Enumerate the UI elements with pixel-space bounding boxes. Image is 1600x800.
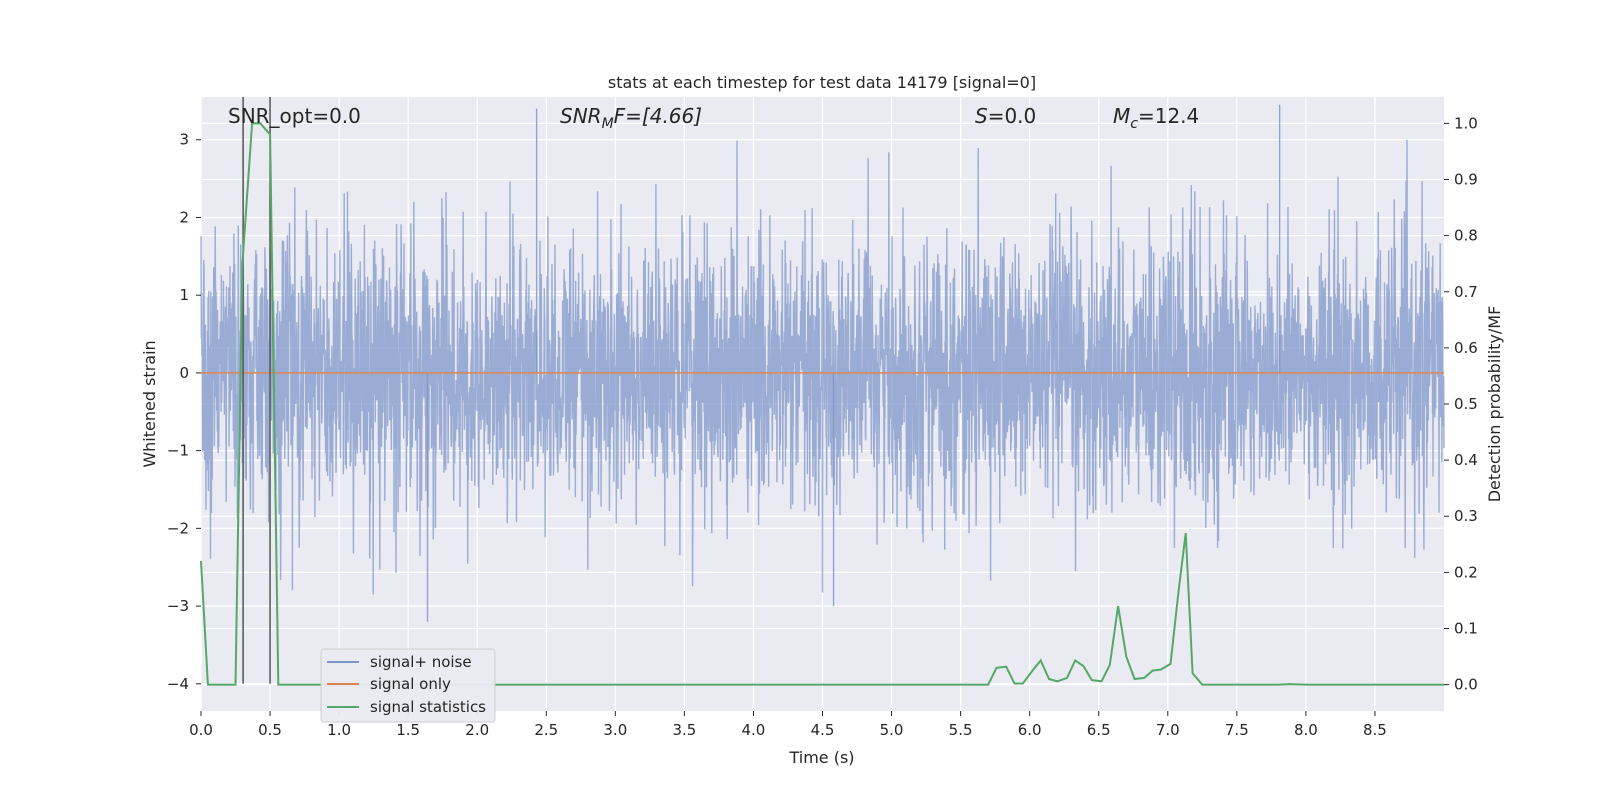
y-right-tick-label: 0.0 (1454, 676, 1478, 694)
y-left-axis-label: Whitened strain (140, 340, 159, 467)
signal-statistics-line (200, 122, 1444, 686)
x-tick-label: 4.5 (811, 721, 835, 739)
x-tick-label: 7.0 (1156, 721, 1180, 739)
y-left-tick-label: 3 (179, 131, 189, 149)
y-right-tick-label: 0.1 (1454, 619, 1478, 637)
y-left-tick-label: −1 (167, 442, 189, 460)
annotation-snr-opt: SNR_opt=0.0 (228, 104, 361, 128)
y-left-tick-label: −3 (167, 597, 189, 615)
legend-box (320, 648, 496, 723)
x-tick-label: 3.5 (672, 721, 696, 739)
y-left-tick-label: 1 (179, 286, 189, 304)
y-left-tick-label: −4 (167, 675, 189, 693)
y-left-tick-label: 0 (179, 364, 189, 382)
y-right-tick-label: 0.4 (1454, 451, 1478, 469)
x-tick-labels: 0.0 0.5 1.0 1.5 2.0 2.5 3.0 3.5 4.0 4.5 5.0 5.5 6.0 6… (189, 711, 1387, 739)
y-right-tick-label: 0.8 (1454, 227, 1478, 245)
x-tick-label: 1.5 (396, 721, 420, 739)
annotation-snr-mf: SNRMF=[4.66] (560, 104, 702, 132)
y-right-tick-label: 0.5 (1454, 395, 1478, 413)
legend-label-stats: signal statistics (370, 698, 486, 716)
x-tick-label: 0.5 (258, 721, 282, 739)
legend: signal+ noise signal only signal statist… (320, 648, 496, 723)
x-tick-label: 2.0 (465, 721, 489, 739)
x-tick-label: 3.0 (603, 721, 627, 739)
y-right-tick-label: 1.0 (1454, 114, 1478, 132)
annotation-mc: Mc=12.4 (1113, 104, 1199, 132)
x-tick-label: 7.5 (1225, 721, 1249, 739)
y-right-tick-label: 0.6 (1454, 339, 1478, 357)
annotation-s: S=0.0 (975, 104, 1036, 128)
chart-title: stats at each timestep for test data 141… (608, 73, 1036, 92)
x-tick-label: 6.0 (1018, 721, 1042, 739)
y-right-tick-label: 0.9 (1454, 171, 1478, 189)
x-tick-label: 2.5 (534, 721, 558, 739)
x-tick-label: 8.5 (1363, 721, 1387, 739)
legend-label-signal: signal only (370, 675, 451, 693)
x-tick-label: 0.0 (189, 721, 213, 739)
y-left-tick-label: 2 (179, 208, 189, 226)
x-tick-label: 1.0 (327, 721, 351, 739)
x-axis-label: Time (s) (788, 748, 854, 767)
x-tick-label: 4.0 (742, 721, 766, 739)
signal-noise-line (200, 139, 1445, 595)
legend-label-noise: signal+ noise (370, 653, 472, 671)
y-left-tick-labels: 3 2 1 0 −1 −2 −3 −4 (167, 131, 201, 693)
y-right-tick-label: 0.2 (1454, 563, 1478, 581)
y-left-tick-label: −2 (167, 519, 189, 537)
x-tick-label: 6.5 (1087, 721, 1111, 739)
y-right-tick-labels: 1.0 0.9 0.8 0.7 0.6 0.5 0.4 0.3 0.2 0.1 0.0 (1444, 114, 1478, 694)
x-tick-label: 5.5 (949, 721, 973, 739)
y-right-tick-label: 0.3 (1454, 507, 1478, 525)
y-right-axis-label: Detection probability/MF (1485, 306, 1504, 503)
x-tick-label: 5.0 (880, 721, 904, 739)
signal-statistics-series (200, 122, 1444, 686)
x-tick-label: 8.0 (1294, 721, 1318, 739)
y-right-tick-label: 0.7 (1454, 283, 1478, 301)
